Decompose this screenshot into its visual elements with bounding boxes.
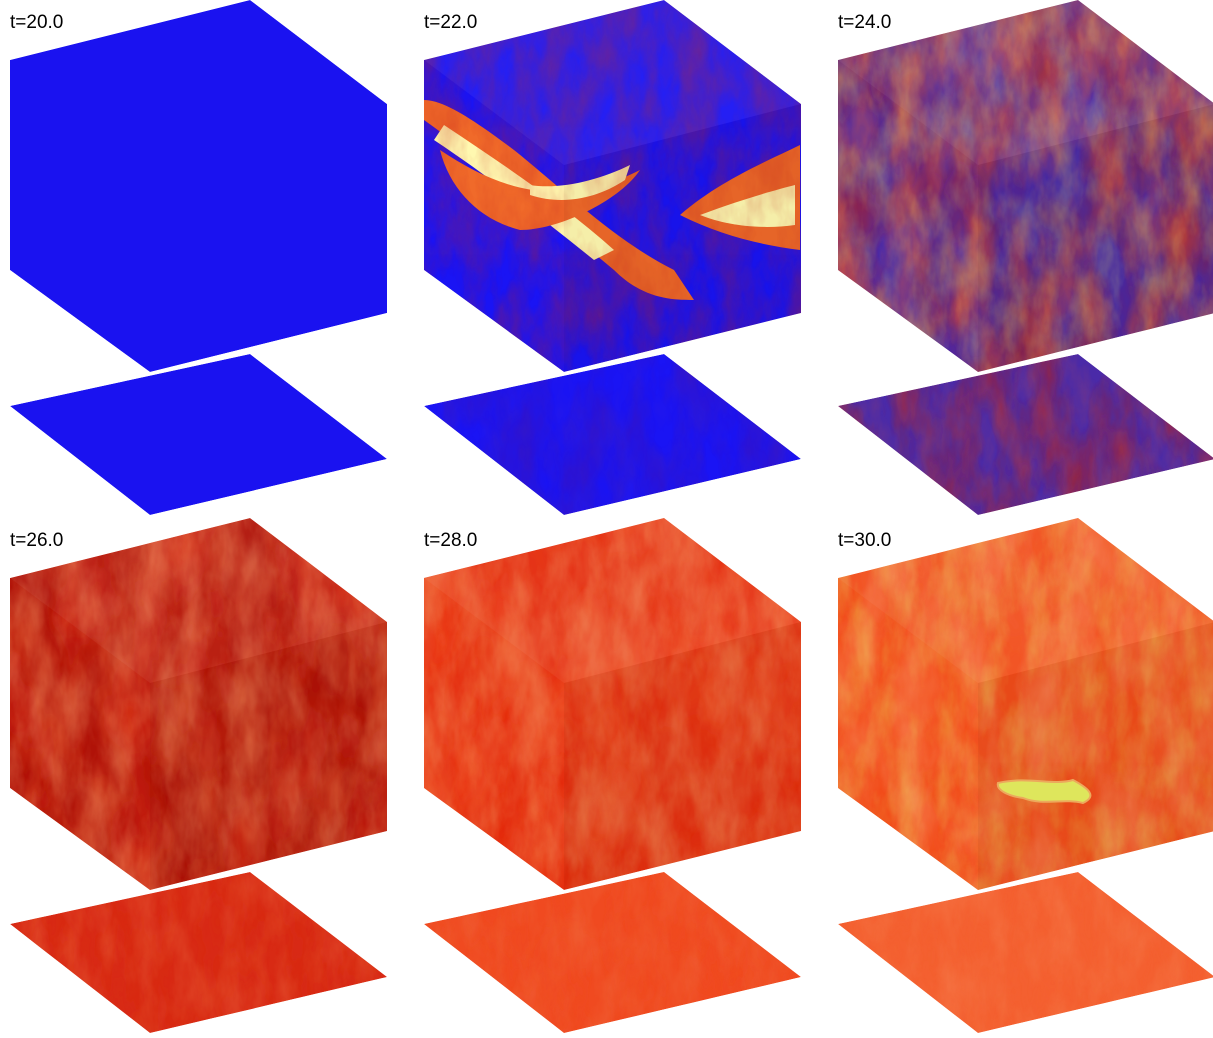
volume-cube bbox=[424, 0, 801, 372]
mid-plane-slice bbox=[424, 354, 801, 515]
volume-cube bbox=[838, 518, 1213, 890]
time-label: t=24.0 bbox=[838, 12, 891, 33]
snapshot-panel-3: t=24.0 bbox=[838, 0, 1213, 515]
snapshot-panel-5: t=28.0 bbox=[424, 518, 801, 1033]
time-label: t=26.0 bbox=[10, 530, 63, 551]
snapshot-panel-2: t=22.0 bbox=[424, 0, 801, 515]
snapshot-panel-4: t=26.0 bbox=[10, 518, 387, 1033]
time-label: t=22.0 bbox=[424, 12, 477, 33]
time-label: t=30.0 bbox=[838, 530, 891, 551]
mid-plane-slice bbox=[838, 872, 1213, 1033]
time-label: t=20.0 bbox=[10, 12, 63, 33]
volume-cube bbox=[424, 518, 801, 890]
volume-cube bbox=[838, 0, 1213, 372]
snapshot-panel-6: t=30.0 bbox=[838, 518, 1213, 1033]
mid-plane-slice bbox=[10, 354, 387, 515]
time-label: t=28.0 bbox=[424, 530, 477, 551]
volume-cube bbox=[10, 0, 387, 372]
mid-plane-slice bbox=[10, 872, 387, 1033]
mid-plane-slice bbox=[424, 872, 801, 1033]
volume-cube bbox=[10, 518, 387, 890]
snapshot-panel-1: t=20.0 bbox=[10, 0, 387, 515]
mid-plane-slice bbox=[838, 354, 1213, 515]
